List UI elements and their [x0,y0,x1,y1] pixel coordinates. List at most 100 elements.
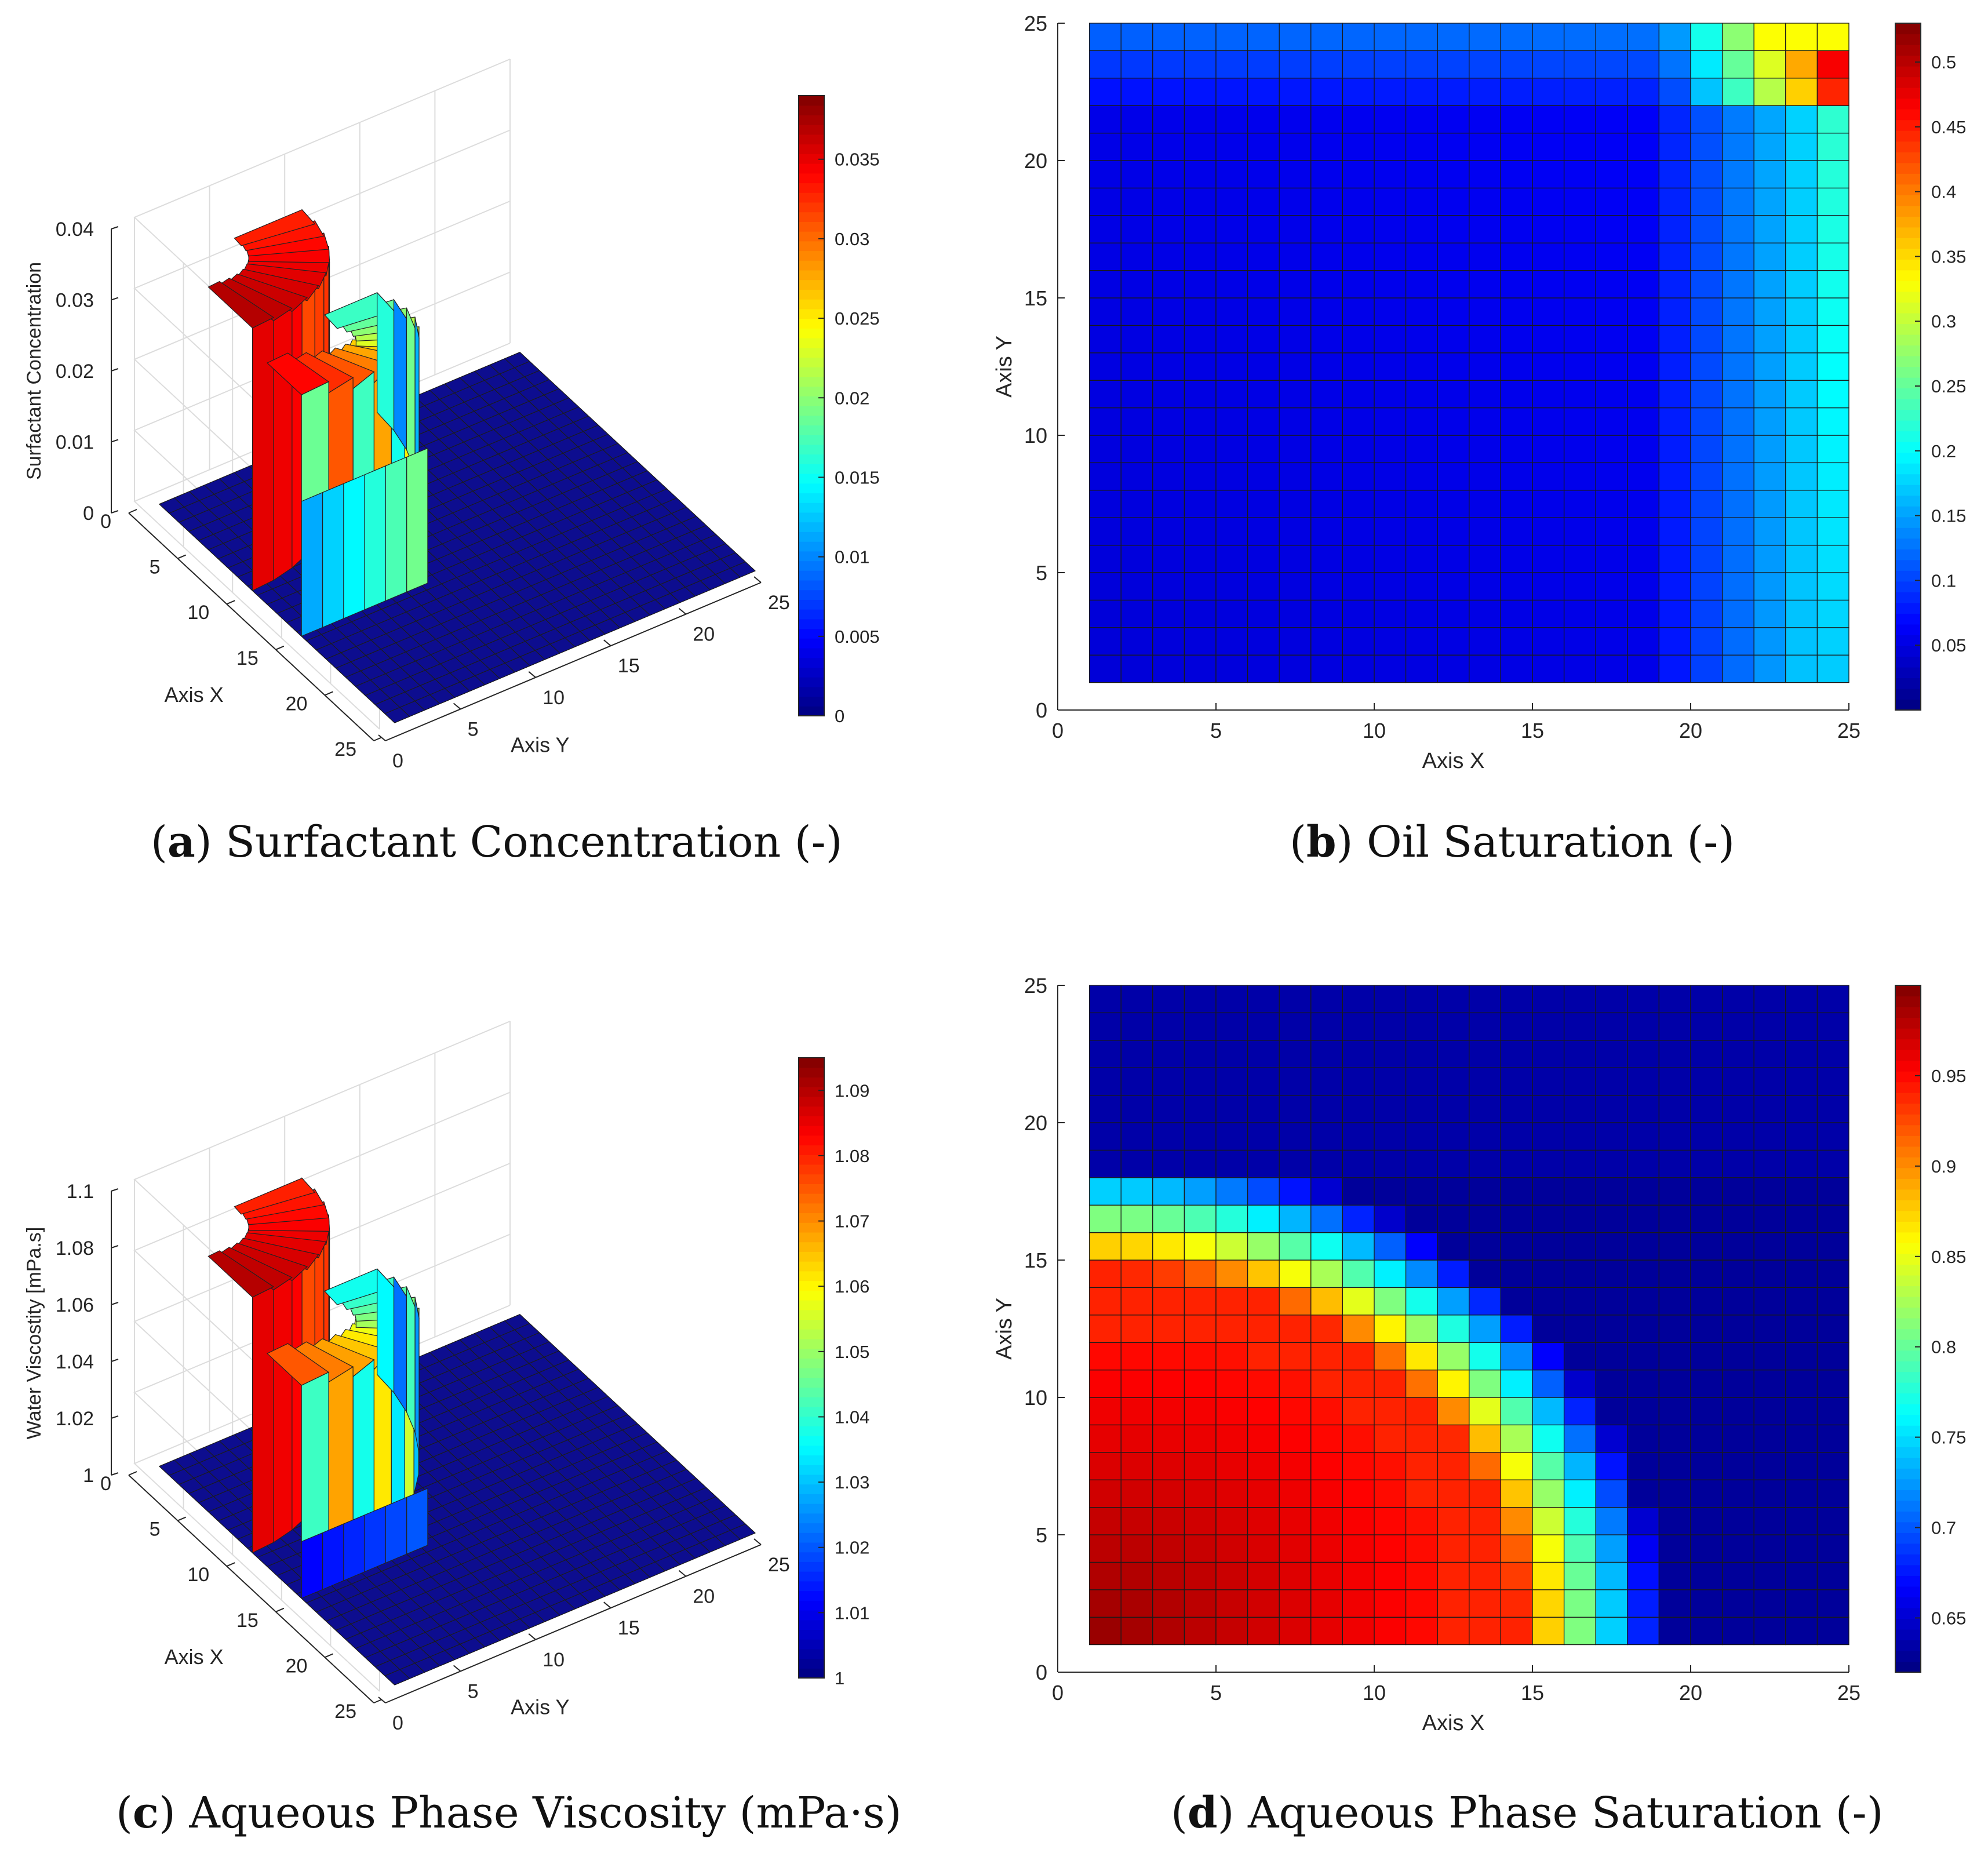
heatmap-cell [1152,1452,1185,1480]
colorbar-segment [1895,1178,1921,1190]
colorbar-tick-label: 0.025 [835,308,880,329]
heatmap-cell [1120,1149,1153,1178]
heatmap-cell [1658,380,1691,409]
colorbar-tick-label: 0.1 [1931,570,1956,591]
colorbar-segment [799,493,824,503]
heatmap-cell [1374,215,1407,243]
heatmap-cell [1437,1040,1470,1068]
colorbar-segment [1895,1328,1921,1340]
heatmap-cell [1342,1094,1375,1123]
heatmap-cell [1374,270,1407,298]
heatmap-cell [1563,1232,1596,1261]
x-axis-label: Axis X [1422,1711,1485,1735]
heatmap-cell [1279,242,1312,271]
colorbar-segment [1895,1350,1921,1361]
heatmap-cell [1088,435,1122,464]
heatmap-cell [1152,1424,1185,1453]
heatmap-cell [1342,1232,1375,1261]
colorbar-segment [799,1126,824,1136]
x-axis-label: Axis X [165,1645,224,1669]
heatmap-cell [1342,490,1375,518]
heatmap-cell [1595,1040,1628,1068]
heatmap-cell [1563,1561,1596,1590]
heatmap-cell [1152,462,1185,491]
colorbar-segment [799,308,824,319]
colorbar-tick-label: 0.25 [1931,376,1966,396]
heatmap-cell [1595,654,1628,683]
heatmap-cell [1658,1177,1691,1206]
heatmap-cell [1279,627,1312,656]
heatmap-cell [1627,1452,1660,1480]
heatmap-cell [1437,325,1470,354]
x-axis-tick-label: 20 [286,693,308,715]
heatmap-cell [1469,627,1502,656]
heatmap-cell [1279,1149,1312,1178]
heatmap-cell [1374,50,1407,79]
floor-mesh-line [459,1339,696,1559]
z-axis-tick-label: 0.04 [56,219,94,241]
heatmap-cell [1532,627,1565,656]
colorbar-tick-label: 0.7 [1931,1518,1956,1538]
heatmap-cell [1120,132,1153,161]
heatmap-cell [1469,215,1502,243]
heatmap-cell [1595,435,1628,464]
heatmap-cell [1215,1561,1248,1590]
heatmap-cell [1753,517,1786,546]
heatmap-cell [1184,297,1217,326]
heatmap-cell [1690,78,1723,106]
heatmap-cell [1595,187,1628,216]
heatmap-cell [1342,1040,1375,1068]
colorbar-segment [799,1658,824,1669]
heatmap-cell [1500,1342,1533,1371]
heatmap-cell [1627,187,1660,216]
heatmap-cell [1184,1506,1217,1535]
colorbar-segment [799,1561,824,1572]
colorbar-segment [799,367,824,377]
colorbar-segment [799,531,824,542]
heatmap-cell [1469,490,1502,518]
heatmap-cell [1816,242,1849,271]
heatmap-cell [1247,544,1280,573]
heatmap-cell [1690,1479,1723,1508]
colorbar-segment [1895,1511,1921,1523]
heatmap-cell [1785,50,1818,79]
colorbar-segment [799,696,824,707]
y-axis-tick-label: 25 [1024,974,1047,998]
heatmap-cell [1753,1561,1786,1590]
z-axis-tick-label: 1.04 [56,1351,94,1373]
heatmap-cell [1310,380,1343,409]
heatmap-cell [1215,435,1248,464]
colorbar-segment [799,270,824,281]
heatmap-cell [1405,352,1438,381]
heatmap-cell [1753,985,1786,1014]
colorbar-segment [1895,23,1921,35]
heatmap-cell [1120,490,1153,518]
colorbar-segment [1895,205,1921,217]
heatmap-cell [1437,1287,1470,1316]
heatmap-cell [1184,1397,1217,1426]
heatmap-cell [1184,985,1217,1014]
x-axis-tick-label: 25 [1837,1681,1860,1705]
colorbar-segment [799,1542,824,1553]
heatmap-cell [1595,1506,1628,1535]
colorbar-segment [1895,173,1921,185]
heatmap-cell [1088,105,1122,134]
colorbar-tick-label: 0.02 [835,388,869,408]
heatmap-cell [1753,1369,1786,1398]
heatmap-cell [1088,654,1122,683]
colorbar-segment [799,212,824,222]
heatmap-cell [1721,654,1754,683]
heatmap-cell [1500,215,1533,243]
floor-mesh-line [489,1327,726,1546]
colorbar-segment [1895,1124,1921,1136]
heatmap-cell [1785,1067,1818,1096]
colorbar-segment [799,173,824,184]
heatmap-cell [1563,1342,1596,1371]
heatmap-cell [1816,1342,1849,1371]
colorbar-segment [1895,1189,1921,1200]
heatmap-cell [1374,23,1407,52]
colorbar-segment [1895,624,1921,635]
heatmap-cell [1088,517,1122,546]
heatmap-cell [1532,160,1565,189]
